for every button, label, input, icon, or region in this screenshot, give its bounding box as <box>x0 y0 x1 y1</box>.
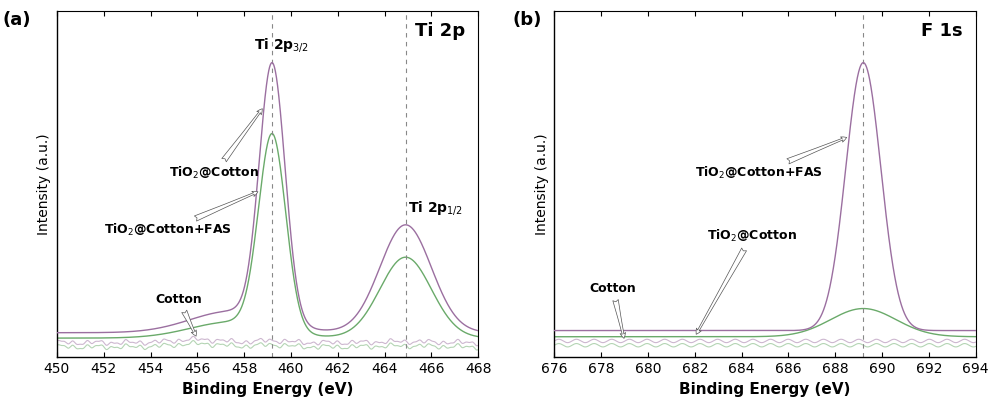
X-axis label: Binding Energy (eV): Binding Energy (eV) <box>679 382 851 397</box>
Y-axis label: Intensity (a.u.): Intensity (a.u.) <box>37 133 51 235</box>
Text: TiO$_2$@Cotton+FAS: TiO$_2$@Cotton+FAS <box>104 191 258 239</box>
Text: Cotton: Cotton <box>155 293 202 336</box>
Text: TiO$_2$@Cotton+FAS: TiO$_2$@Cotton+FAS <box>695 137 847 181</box>
Text: Ti 2p$_{1/2}$: Ti 2p$_{1/2}$ <box>408 199 464 217</box>
Text: F 1s: F 1s <box>921 22 963 40</box>
Text: Ti 2p: Ti 2p <box>415 22 466 40</box>
Text: TiO$_2$@Cotton: TiO$_2$@Cotton <box>169 109 262 181</box>
X-axis label: Binding Energy (eV): Binding Energy (eV) <box>182 382 353 397</box>
Text: (b): (b) <box>512 11 542 29</box>
Y-axis label: Intensity (a.u.): Intensity (a.u.) <box>535 133 549 235</box>
Text: Ti 2p$_{3/2}$: Ti 2p$_{3/2}$ <box>254 36 309 54</box>
Text: TiO$_2$@Cotton: TiO$_2$@Cotton <box>696 228 797 334</box>
Text: Cotton: Cotton <box>590 282 636 339</box>
Text: (a): (a) <box>2 11 31 29</box>
